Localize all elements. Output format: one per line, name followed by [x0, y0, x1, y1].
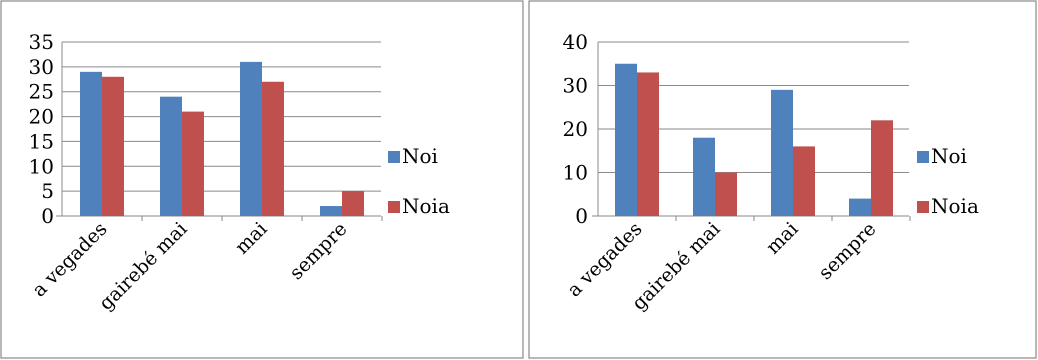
bar-noi-0	[80, 71, 102, 216]
y-tick-label: 0	[575, 204, 588, 228]
bar-noi-3	[849, 198, 871, 216]
y-tick-label: 30	[29, 55, 54, 79]
bar-noi-2	[771, 89, 793, 216]
bar-noi-3	[320, 206, 342, 216]
bar-noi-2	[240, 61, 262, 217]
y-tick-label: 0	[41, 204, 54, 228]
y-tick-label: 5	[41, 179, 54, 203]
y-tick-label: 40	[563, 30, 588, 54]
y-tick-label: 25	[29, 80, 54, 104]
y-tick-label: 35	[29, 30, 54, 54]
bar-noia-3	[871, 120, 893, 216]
category-label: sempre	[285, 218, 351, 284]
category-label: a vegades	[28, 218, 111, 301]
legend-label-noi: Noi	[402, 144, 438, 168]
category-label: mai	[231, 218, 272, 259]
bar-noi-1	[693, 137, 715, 216]
bar-noia-2	[793, 146, 815, 216]
legend-swatch-noia	[917, 201, 929, 213]
y-tick-label: 20	[29, 105, 54, 129]
bar-noia-2	[262, 81, 284, 217]
category-label: a vegades	[563, 218, 646, 301]
legend-label-noi: Noi	[931, 144, 967, 168]
bar-noia-3	[342, 191, 364, 216]
y-tick-label: 10	[29, 154, 54, 178]
y-tick-label: 20	[563, 117, 588, 141]
legend-swatch-noi	[388, 151, 400, 163]
bar-noi-1	[160, 96, 182, 216]
bar-noia-0	[637, 72, 659, 216]
y-tick-label: 15	[29, 129, 54, 153]
bar-noia-0	[102, 76, 124, 216]
bar-noia-1	[715, 172, 737, 216]
y-tick-label: 30	[563, 74, 588, 98]
legend-label-noia: Noia	[402, 194, 450, 218]
left-chart-frame	[0, 0, 524, 359]
y-tick-label: 10	[563, 161, 588, 185]
bar-noia-1	[182, 111, 204, 216]
category-label: mai	[762, 218, 803, 259]
bar-noi-0	[615, 63, 637, 216]
legend-label-noia: Noia	[931, 194, 979, 218]
legend-swatch-noia	[388, 201, 400, 213]
legend-swatch-noi	[917, 151, 929, 163]
right-chart-frame	[528, 0, 1037, 359]
category-label: sempre	[814, 218, 880, 284]
